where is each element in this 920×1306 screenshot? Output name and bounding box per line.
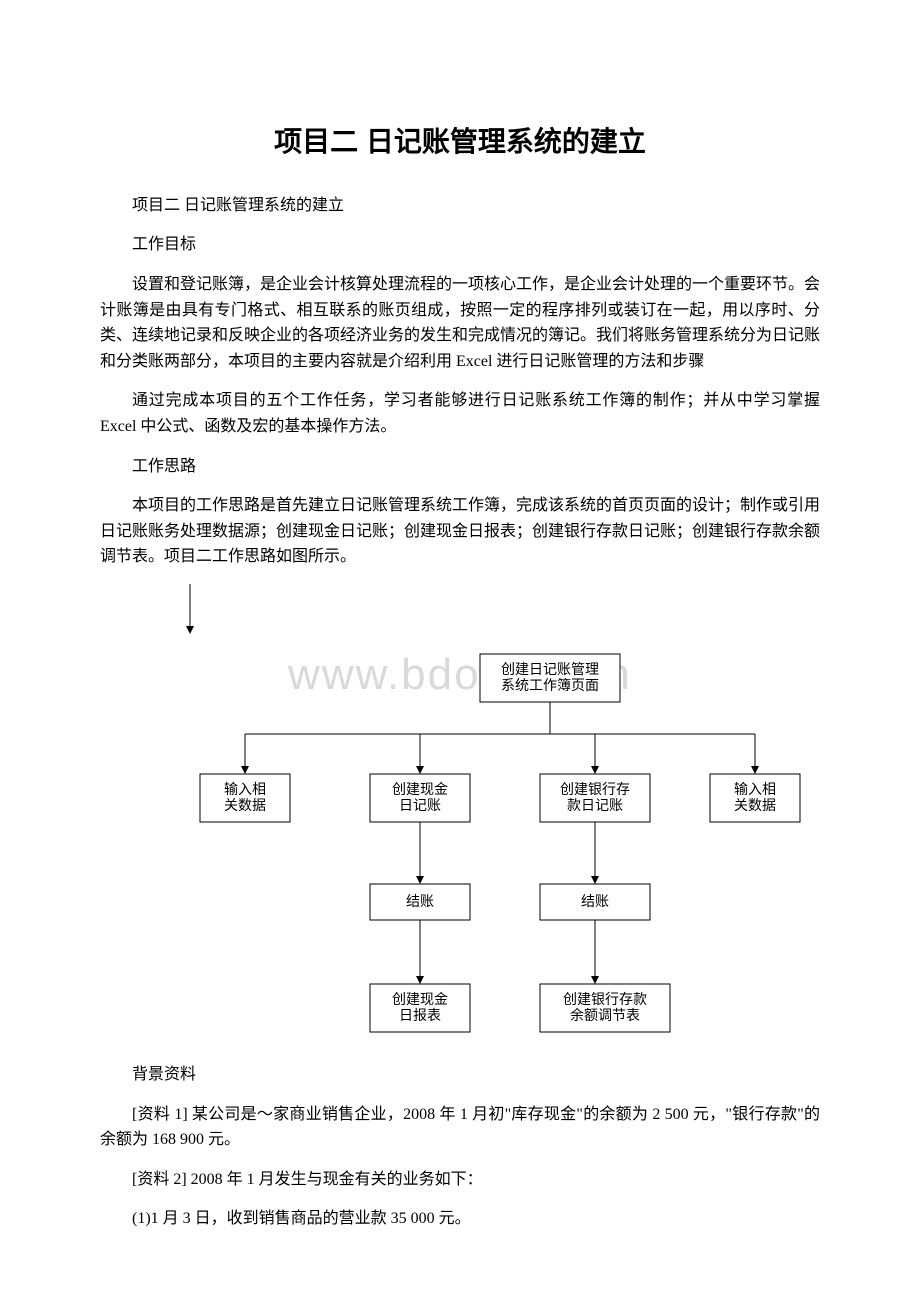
body-paragraph: 通过完成本项目的五个工作任务，学习者能够进行日记账系统工作簿的制作；并从中学习掌… (100, 388, 820, 439)
body-paragraph: (1)1 月 3 日，收到销售商品的营业款 35 000 元。 (100, 1206, 820, 1232)
section-heading-goal: 工作目标 (100, 232, 820, 258)
svg-text:输入相: 输入相 (734, 782, 776, 798)
flowchart-diagram: 创建日记账管理系统工作簿页面输入相关数据创建现金日记账创建银行存款日记账输入相关… (140, 584, 820, 1044)
svg-text:系统工作簿页面: 系统工作簿页面 (501, 678, 599, 694)
flowchart-svg: 创建日记账管理系统工作簿页面输入相关数据创建现金日记账创建银行存款日记账输入相关… (140, 584, 840, 1044)
subtitle-line: 项目二 日记账管理系统的建立 (100, 193, 820, 219)
document-content: 项目二 日记账管理系统的建立 项目二 日记账管理系统的建立 工作目标 设置和登记… (100, 120, 820, 1232)
svg-text:创建现金: 创建现金 (392, 992, 448, 1008)
section-heading-background: 背景资料 (100, 1062, 820, 1088)
svg-text:创建日记账管理: 创建日记账管理 (501, 662, 599, 678)
svg-text:款日记账: 款日记账 (567, 798, 623, 814)
body-paragraph: [资料 1] 某公司是～家商业销售企业，2008 年 1 月初"库存现金"的余额… (100, 1102, 820, 1153)
body-paragraph: 设置和登记账簿，是企业会计核算处理流程的一项核心工作，是企业会计处理的一个重要环… (100, 272, 820, 374)
section-heading-approach: 工作思路 (100, 454, 820, 480)
svg-text:关数据: 关数据 (734, 798, 776, 814)
body-paragraph: 本项目的工作思路是首先建立日记账管理系统工作簿，完成该系统的首页页面的设计；制作… (100, 493, 820, 570)
page-title: 项目二 日记账管理系统的建立 (100, 120, 820, 165)
svg-text:创建银行存: 创建银行存 (560, 782, 630, 798)
svg-text:创建现金: 创建现金 (392, 782, 448, 798)
svg-text:关数据: 关数据 (224, 798, 266, 814)
body-paragraph: [资料 2] 2008 年 1 月发生与现金有关的业务如下： (100, 1167, 820, 1193)
svg-text:输入相: 输入相 (224, 782, 266, 798)
svg-text:日报表: 日报表 (399, 1008, 441, 1024)
svg-text:日记账: 日记账 (399, 798, 441, 814)
svg-text:余额调节表: 余额调节表 (570, 1007, 640, 1024)
svg-text:结账: 结账 (406, 894, 434, 910)
svg-text:创建银行存款: 创建银行存款 (563, 992, 647, 1008)
svg-text:结账: 结账 (581, 894, 609, 910)
